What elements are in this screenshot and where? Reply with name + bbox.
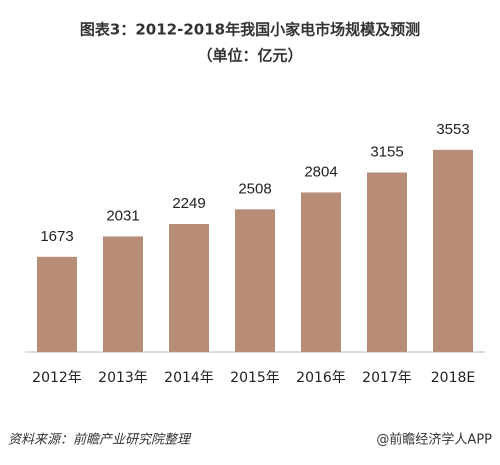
bar <box>103 236 143 352</box>
bar <box>235 209 275 352</box>
value-label: 3155 <box>370 143 403 160</box>
bar <box>169 224 209 352</box>
value-label: 3553 <box>436 121 469 138</box>
x-tick-label: 2015年 <box>230 370 280 386</box>
bar <box>37 256 77 352</box>
x-tick-label: 2012年 <box>32 370 82 386</box>
x-tick-label: 2018E <box>431 370 475 386</box>
source-note: 资料来源：前瞻产业研究院整理 <box>8 432 192 448</box>
x-tick-label: 2017年 <box>362 370 412 386</box>
bar <box>301 192 341 352</box>
chart-subtitle: （单位：亿元） <box>197 47 302 65</box>
bar <box>433 149 473 352</box>
value-label: 2249 <box>172 195 205 212</box>
credit: @前瞻经济学人APP <box>376 432 492 448</box>
x-tick-label: 2016年 <box>296 370 346 386</box>
value-label: 2508 <box>238 180 271 197</box>
bar <box>367 172 407 352</box>
x-tick-label: 2013年 <box>98 370 148 386</box>
x-tick-label: 2014年 <box>164 370 214 386</box>
chart-title: 图表3：2012-2018年我国小家电市场规模及预测 <box>80 21 420 39</box>
value-label: 2804 <box>304 163 337 180</box>
value-label: 2031 <box>106 207 139 224</box>
value-label: 1673 <box>40 228 73 245</box>
